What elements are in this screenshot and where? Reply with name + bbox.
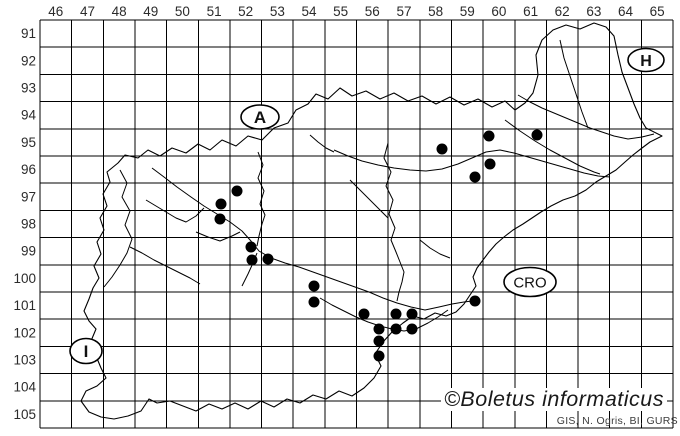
y-axis-label: 103 bbox=[13, 353, 36, 368]
river-line bbox=[383, 142, 405, 302]
region-ellipse-italy bbox=[69, 337, 103, 365]
occurrence-dot bbox=[406, 323, 418, 335]
watermark-text: ©Boletus informaticus bbox=[441, 388, 667, 411]
x-axis-label: 57 bbox=[396, 4, 411, 19]
occurrence-dot bbox=[484, 158, 496, 170]
occurrence-dot bbox=[373, 335, 385, 347]
river-line bbox=[256, 151, 266, 247]
x-axis-label: 52 bbox=[238, 4, 253, 19]
y-axis-label: 94 bbox=[21, 108, 37, 123]
river-line bbox=[419, 239, 451, 259]
x-axis-label: 50 bbox=[175, 4, 190, 19]
region-ellipse-croatia bbox=[503, 266, 557, 298]
y-axis-label: 99 bbox=[21, 244, 36, 259]
occurrence-dot bbox=[262, 253, 274, 265]
occurrence-dot bbox=[469, 295, 481, 307]
x-axis-label: 46 bbox=[48, 4, 63, 19]
x-axis-label: 49 bbox=[143, 4, 158, 19]
x-axis-label: 64 bbox=[618, 4, 634, 19]
river-line bbox=[151, 167, 473, 311]
x-axis-label: 59 bbox=[460, 4, 475, 19]
occurrence-dot bbox=[246, 254, 258, 266]
x-axis-label: 58 bbox=[428, 4, 443, 19]
occurrence-dot bbox=[308, 280, 320, 292]
river-line bbox=[129, 246, 201, 285]
region-ellipse-austria bbox=[240, 104, 280, 130]
x-axis-label: 61 bbox=[523, 4, 538, 19]
x-axis-label: 53 bbox=[270, 4, 285, 19]
y-axis-label: 104 bbox=[13, 380, 36, 395]
credit-text: GIS, N. Ogris, BI, GURS bbox=[556, 415, 678, 427]
occurrence-dot bbox=[531, 129, 543, 141]
x-axis-label: 47 bbox=[80, 4, 95, 19]
y-axis-label: 102 bbox=[13, 325, 36, 340]
x-axis-label: 51 bbox=[207, 4, 222, 19]
occurrence-dot bbox=[469, 171, 481, 183]
occurrence-dot bbox=[215, 198, 227, 210]
y-axis-label: 101 bbox=[13, 298, 36, 313]
x-axis-label: 65 bbox=[650, 4, 665, 19]
river-line bbox=[559, 39, 589, 129]
occurrence-dot bbox=[308, 296, 320, 308]
river-line bbox=[517, 94, 655, 140]
x-axis-label: 60 bbox=[491, 4, 506, 19]
river-line bbox=[195, 231, 241, 242]
y-axis-label: 93 bbox=[21, 81, 36, 96]
river-line bbox=[145, 199, 205, 223]
y-axis-label: 100 bbox=[13, 271, 36, 286]
river-line bbox=[103, 169, 133, 288]
occurrence-dot bbox=[231, 185, 243, 197]
region-label-croatia: CRO bbox=[513, 274, 546, 291]
y-axis-label: 95 bbox=[21, 135, 36, 150]
river-line bbox=[319, 297, 449, 332]
river-line bbox=[309, 134, 335, 153]
y-axis-label: 92 bbox=[21, 53, 36, 68]
y-axis-label: 98 bbox=[21, 217, 36, 232]
region-label-italy: I bbox=[84, 342, 89, 361]
region-label-hungary: H bbox=[640, 53, 652, 70]
x-axis-label: 48 bbox=[112, 4, 127, 19]
y-axis-label: 96 bbox=[21, 162, 36, 177]
occurrence-dot bbox=[373, 323, 385, 335]
y-axis-label: 105 bbox=[13, 407, 36, 422]
occurrence-dot bbox=[373, 350, 385, 362]
occurrence-dot bbox=[436, 143, 448, 155]
occurrence-dot bbox=[406, 308, 418, 320]
occurrence-dot bbox=[390, 308, 402, 320]
country-border bbox=[80, 22, 663, 420]
x-axis-label: 63 bbox=[586, 4, 601, 19]
y-axis-label: 97 bbox=[21, 189, 36, 204]
region-label-austria: A bbox=[254, 108, 266, 127]
river-line bbox=[504, 119, 601, 175]
river-line bbox=[333, 149, 611, 178]
x-axis-label: 56 bbox=[365, 4, 380, 19]
occurrence-dot bbox=[214, 213, 226, 225]
x-axis-label: 55 bbox=[333, 4, 348, 19]
occurrence-dot bbox=[358, 308, 370, 320]
occurrence-dot bbox=[390, 323, 402, 335]
y-axis-label: 91 bbox=[21, 26, 36, 41]
region-ellipse-hungary bbox=[627, 47, 665, 73]
occurrence-dot bbox=[245, 241, 257, 253]
river-line bbox=[349, 179, 389, 219]
x-axis-label: 54 bbox=[301, 4, 317, 19]
x-axis-label: 62 bbox=[555, 4, 570, 19]
occurrence-dot bbox=[483, 130, 495, 142]
